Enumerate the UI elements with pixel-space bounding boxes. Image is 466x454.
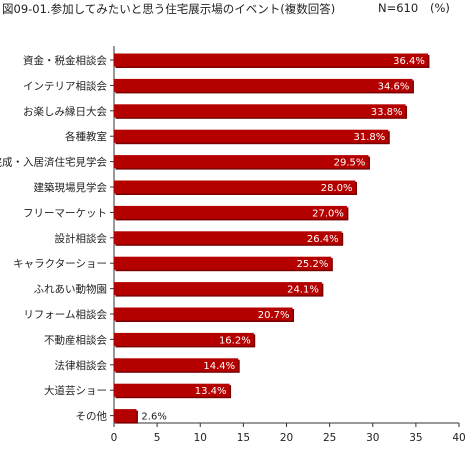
value-label: 26.4% <box>307 234 339 245</box>
category-label: インテリア相談会 <box>23 79 107 92</box>
category-label: 不動産相談会 <box>44 333 107 346</box>
value-label: 16.2% <box>219 335 251 346</box>
bar <box>114 256 332 270</box>
x-tick-label: 15 <box>237 432 250 444</box>
bar <box>114 409 137 423</box>
x-tick-label: 10 <box>194 432 207 444</box>
category-label: その他 <box>76 410 108 423</box>
value-label: 20.7% <box>258 310 290 321</box>
value-label: 25.2% <box>297 259 329 270</box>
bar <box>114 78 413 92</box>
bar <box>114 53 428 67</box>
x-tick-label: 5 <box>154 432 161 444</box>
x-tick-label: 0 <box>111 432 118 444</box>
bar <box>114 180 356 194</box>
category-label: 資金・税金相談会 <box>23 54 107 67</box>
unit-label: (%) <box>430 1 450 15</box>
x-tick-label: 35 <box>409 432 422 444</box>
bar <box>114 383 230 397</box>
category-label: リフォーム相談会 <box>23 308 107 321</box>
x-tick-label: 30 <box>366 432 379 444</box>
category-label: フリーマーケット <box>23 207 107 219</box>
value-label: 27.0% <box>312 208 344 219</box>
category-label: お楽しみ縁日大会 <box>23 105 107 118</box>
bar <box>114 231 342 245</box>
bar <box>114 332 254 346</box>
category-label: 完成・入居済住宅見学会 <box>0 156 107 169</box>
bar <box>114 104 406 118</box>
category-label: 大道芸ショー <box>44 384 107 397</box>
bar <box>114 155 369 169</box>
category-label: 設計相談会 <box>55 232 108 245</box>
bar <box>114 307 293 321</box>
value-label: 24.1% <box>287 285 319 296</box>
value-label: 33.8% <box>371 107 403 118</box>
bar <box>114 282 322 296</box>
category-label: キャラクターショー <box>13 258 107 270</box>
x-tick-label: 20 <box>280 432 293 444</box>
value-label: 28.0% <box>321 183 353 194</box>
category-label: 建築現場見学会 <box>34 181 108 194</box>
value-label: 2.6% <box>141 412 166 423</box>
bar <box>114 129 389 143</box>
x-tick-label: 40 <box>452 432 465 444</box>
value-label: 14.4% <box>203 361 235 372</box>
value-label: 36.4% <box>393 56 425 67</box>
chart-title: 図09-01.参加してみたいと思う住宅展示場のイベント(複数回答) <box>2 2 336 16</box>
sample-size-label: N=610 <box>378 1 419 15</box>
value-label: 13.4% <box>195 386 227 397</box>
value-label: 29.5% <box>334 158 366 169</box>
bar <box>114 205 347 219</box>
value-label: 31.8% <box>353 132 385 143</box>
category-label: 法律相談会 <box>55 359 108 372</box>
value-label: 34.6% <box>378 81 410 92</box>
x-tick-label: 25 <box>323 432 336 444</box>
category-label: ふれあい動物園 <box>34 283 108 296</box>
category-label: 各種教室 <box>65 130 107 143</box>
bar <box>114 358 239 372</box>
